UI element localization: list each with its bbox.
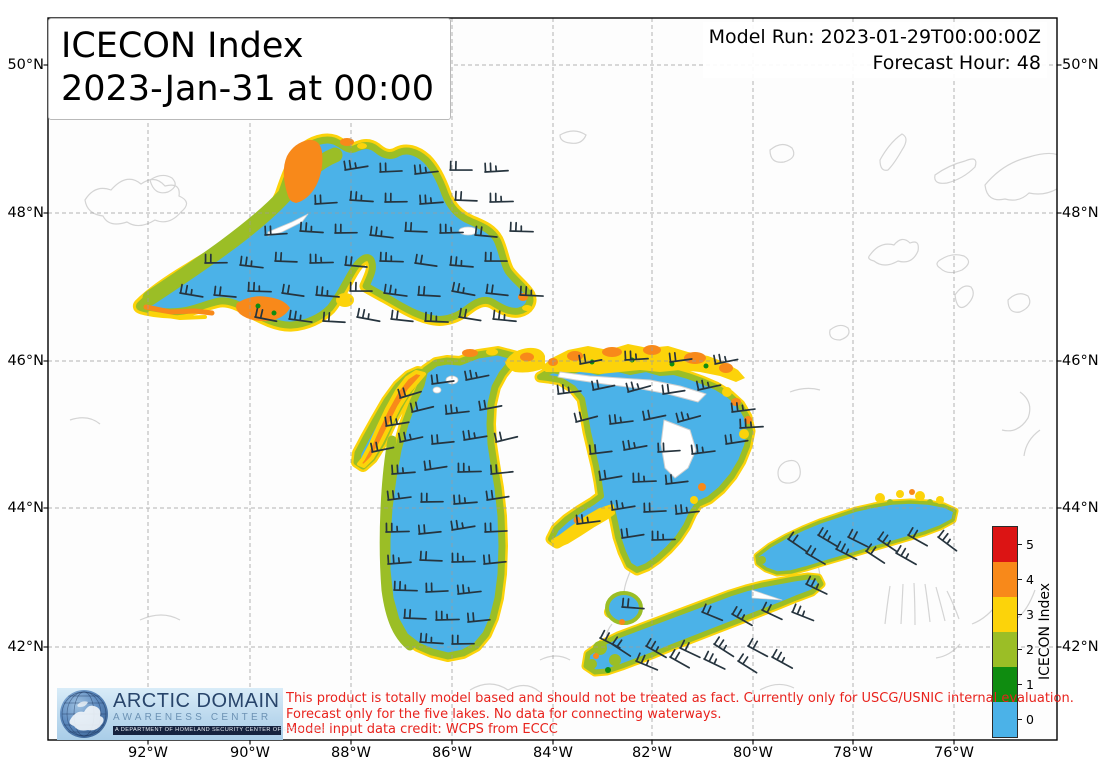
- colorbar-segment-5: [993, 527, 1017, 562]
- lon-label-86w: 86°W: [431, 745, 473, 761]
- lon-label-90w: 90°W: [229, 745, 271, 761]
- saginaw-bay-ice: [551, 504, 615, 548]
- lat-label-right-50n: 50°N: [1062, 57, 1099, 73]
- logo-title: ARCTIC DOMAIN: [113, 690, 280, 712]
- colorbar-tick-label: 3: [1026, 606, 1034, 622]
- lon-label-80w: 80°W: [732, 745, 774, 761]
- colorbar-tick: [1018, 614, 1022, 616]
- colorbar-tick-label: 0: [1026, 711, 1034, 727]
- lake-ontario-shape: [753, 489, 959, 577]
- isle-royale-island: [267, 213, 309, 237]
- disclaimer-line-1: This product is totally model based and …: [286, 691, 1074, 706]
- island: [432, 386, 442, 394]
- disclaimer-line-3: Model input data credit: WCPS from ECCC: [286, 722, 558, 737]
- forecast-hour-text: Forecast Hour: 48: [872, 52, 1042, 74]
- lat-label-left-50n: 50°N: [7, 57, 44, 73]
- lat-label-left-42n: 42°N: [7, 639, 44, 655]
- logo-subtitle: AWARENESS CENTER: [113, 712, 272, 723]
- colorbar-tick-label: 2: [1026, 641, 1034, 657]
- lat-label-left-48n: 48°N: [7, 205, 44, 221]
- colorbar-segment-2: [993, 632, 1017, 667]
- lat-label-left-46n: 46°N: [7, 353, 44, 369]
- lat-label-right-46n: 46°N: [1062, 353, 1099, 369]
- colorbar-segment-0: [993, 702, 1017, 737]
- long-point: [751, 589, 783, 601]
- wind-barbs: [179, 159, 958, 674]
- bruce-peninsula: [660, 419, 697, 479]
- logo-tagline: A DEPARTMENT OF HOMELAND SECURITY CENTER…: [113, 726, 325, 735]
- lon-label-78w: 78°W: [832, 745, 874, 761]
- colorbar-segment-1: [993, 667, 1017, 702]
- colorbar-segment-3: [993, 597, 1017, 632]
- lat-label-right-44n: 44°N: [1062, 500, 1099, 516]
- lon-label-92w: 92°W: [127, 745, 169, 761]
- lon-label-82w: 82°W: [631, 745, 673, 761]
- colorbar-tick: [1018, 684, 1022, 686]
- adac-logo: ARCTIC DOMAIN AWARENESS CENTER A DEPARTM…: [57, 688, 325, 740]
- colorbar-tick-label: 1: [1026, 676, 1034, 692]
- colorbar-tick: [1018, 649, 1022, 651]
- lat-label-right-42n: 42°N: [1062, 639, 1099, 655]
- model-run-text: Model Run: 2023-01-29T00:00:00Z: [708, 26, 1041, 48]
- globe-icon: [60, 690, 108, 738]
- lon-label-84w: 84°W: [532, 745, 574, 761]
- disclaimer-line-2: Forecast only for the five lakes. No dat…: [286, 706, 722, 722]
- axis-ticks: [43, 64, 1062, 745]
- model-run-info: Model Run: 2023-01-29T00:00:00Z Forecast…: [702, 22, 1047, 78]
- colorbar-tick: [1018, 579, 1022, 581]
- figure-title: ICECON Index 2023-Jan-31 at 00:00: [48, 18, 452, 120]
- colorbar-segment-4: [993, 562, 1017, 597]
- lon-label-76w: 76°W: [933, 745, 975, 761]
- colorbar-tick: [1018, 544, 1022, 546]
- lon-label-88w: 88°W: [330, 745, 372, 761]
- title-line-2: 2023-Jan-31 at 00:00: [61, 69, 435, 109]
- island: [458, 226, 478, 236]
- colorbar-tick-label: 4: [1026, 571, 1034, 587]
- lat-label-left-44n: 44°N: [7, 500, 44, 516]
- lat-label-right-48n: 48°N: [1062, 205, 1099, 221]
- title-line-1: ICECON Index: [61, 26, 304, 66]
- icecon-colorbar: [992, 526, 1018, 738]
- colorbar-tick-label: 5: [1026, 536, 1034, 552]
- colorbar-tick: [1018, 719, 1022, 721]
- disclaimer-text: This product is totally model based and …: [286, 691, 1074, 738]
